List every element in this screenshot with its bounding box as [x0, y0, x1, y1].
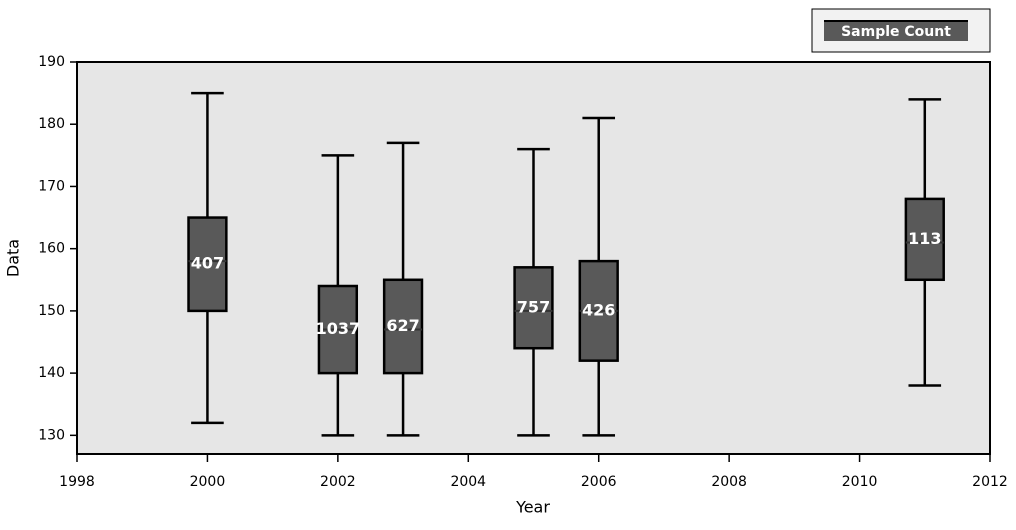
box [904, 197, 945, 282]
x-tick-label: 2002 [320, 474, 356, 490]
count-label: 113 [908, 229, 941, 248]
x-tick-label: 2000 [190, 474, 226, 490]
y-tick-label: 140 [38, 365, 65, 381]
y-tick-label: 190 [38, 54, 65, 70]
box [513, 266, 554, 350]
y-tick-label: 130 [38, 427, 65, 443]
x-tick-label: 1998 [59, 474, 95, 490]
x-tick-label: 2012 [972, 474, 1008, 490]
box [382, 278, 424, 375]
y-tick-label: 170 [38, 178, 65, 194]
count-label: 757 [517, 297, 550, 316]
y-tick-label: 180 [38, 116, 65, 132]
y-tick-label: 150 [38, 303, 65, 319]
y-tick-label: 160 [38, 241, 65, 257]
y-axis-label: Data [4, 239, 23, 277]
count-label: 426 [582, 300, 615, 319]
count-label: 627 [386, 316, 419, 335]
x-tick-label: 2006 [581, 474, 617, 490]
x-tick-label: 2004 [450, 474, 486, 490]
x-axis-label: Year [515, 498, 550, 517]
box [187, 216, 228, 313]
x-tick-label: 2008 [711, 474, 747, 490]
legend-label: Sample Count [841, 24, 951, 40]
x-tick-label: 2010 [842, 474, 878, 490]
legend-swatch [824, 21, 968, 41]
count-label: 407 [191, 254, 224, 273]
count-label: 1037 [316, 319, 361, 338]
